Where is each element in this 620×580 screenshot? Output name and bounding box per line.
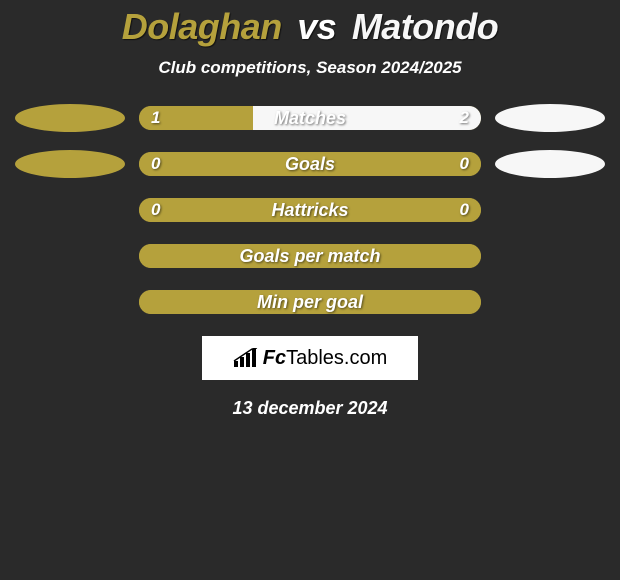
- stat-label: Goals per match: [139, 244, 481, 268]
- stat-label: Hattricks: [139, 198, 481, 222]
- logo-rest: Tables.com: [286, 347, 387, 369]
- stat-label: Min per goal: [139, 290, 481, 314]
- stat-row: Goals per match: [0, 244, 620, 268]
- stat-label: Goals: [139, 152, 481, 176]
- stat-bar: Goals per match: [139, 244, 481, 268]
- stat-row: 00Goals: [0, 152, 620, 176]
- stats-rows: 12Matches 00Goals 00Hattricks Goals per mat…: [0, 106, 620, 314]
- page-title: Dolaghan vs Matondo: [0, 0, 620, 48]
- subtitle: Club competitions, Season 2024/2025: [0, 58, 620, 78]
- stat-bar: 00Goals: [139, 152, 481, 176]
- stat-bar: 12Matches: [139, 106, 481, 130]
- player2-name: Matondo: [352, 6, 498, 47]
- logo-text: FcTables.com: [263, 347, 388, 370]
- stat-row: 12Matches: [0, 106, 620, 130]
- barchart-icon: [233, 348, 259, 368]
- stat-bar: Min per goal: [139, 290, 481, 314]
- stat-label: Matches: [139, 106, 481, 130]
- player1-name: Dolaghan: [122, 6, 282, 47]
- stat-row: Min per goal: [0, 290, 620, 314]
- logo-fc: Fc: [263, 347, 286, 369]
- vs-label: vs: [297, 6, 336, 47]
- logo-box: FcTables.com: [202, 336, 418, 380]
- ellipse-left: [15, 150, 125, 178]
- ellipse-right: [495, 150, 605, 178]
- date-label: 13 december 2024: [0, 398, 620, 419]
- stat-bar: 00Hattricks: [139, 198, 481, 222]
- stat-row: 00Hattricks: [0, 198, 620, 222]
- ellipse-right: [495, 104, 605, 132]
- ellipse-left: [15, 104, 125, 132]
